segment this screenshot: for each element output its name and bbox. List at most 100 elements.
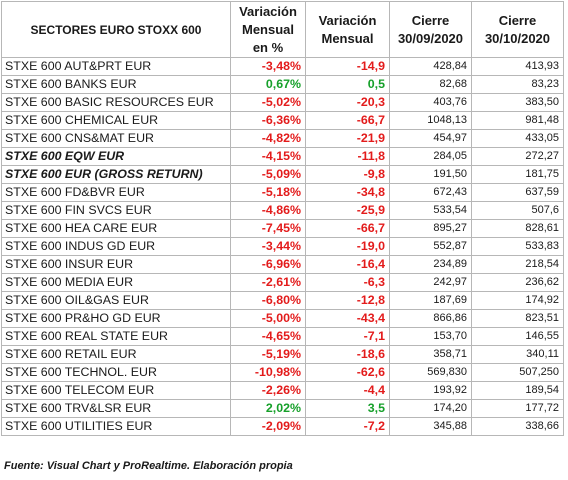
abs-change-cell: -16,4 [305, 255, 390, 274]
pct-change-cell: -3,48% [230, 57, 306, 76]
close-oct-cell: 637,59 [471, 183, 564, 202]
abs-change-cell: -12,8 [305, 291, 390, 310]
pct-change-cell: -4,82% [230, 129, 306, 148]
close-sep-cell: 153,70 [389, 327, 472, 346]
close-oct-cell: 413,93 [471, 57, 564, 76]
close-sep-cell: 345,88 [389, 417, 472, 436]
close-oct-cell: 174,92 [471, 291, 564, 310]
abs-change-cell: -66,7 [305, 111, 390, 130]
close-sep-cell: 242,97 [389, 273, 472, 292]
close-oct-cell: 272,27 [471, 147, 564, 166]
pct-change-cell: -4,15% [230, 147, 306, 166]
pct-change-cell: 0,67% [230, 75, 306, 94]
sector-table: SECTORES EURO STOXX 600 Variación Mensual… [1, 1, 564, 436]
pct-change-cell: -5,18% [230, 183, 306, 202]
abs-change-cell: -14,9 [305, 57, 390, 76]
abs-change-cell: 0,5 [305, 75, 390, 94]
header-close-oct: Cierre 30/10/2020 [471, 1, 564, 58]
sector-name-cell: STXE 600 EQW EUR [1, 147, 231, 166]
abs-change-cell: -19,0 [305, 237, 390, 256]
sector-name-cell: STXE 600 BANKS EUR [1, 75, 231, 94]
header-pct-line1: Variación [239, 3, 297, 19]
abs-change-cell: -7,2 [305, 417, 390, 436]
abs-change-cell: -6,3 [305, 273, 390, 292]
pct-change-cell: -4,65% [230, 327, 306, 346]
close-oct-cell: 828,61 [471, 219, 564, 238]
header-pct: Variación Mensual en % [230, 1, 306, 58]
close-oct-cell: 236,62 [471, 273, 564, 292]
abs-change-cell: -9,8 [305, 165, 390, 184]
sector-name-cell: STXE 600 INDUS GD EUR [1, 237, 231, 256]
close-sep-cell: 428,84 [389, 57, 472, 76]
sector-name-cell: STXE 600 AUT&PRT EUR [1, 57, 231, 76]
table-row: STXE 600 PR&HO GD EUR -5,00% -43,4 866,86 82… [1, 309, 564, 328]
table-row: STXE 600 CNS&MAT EUR -4,82% -21,9 454,97 433… [1, 129, 564, 148]
abs-change-cell: -7,1 [305, 327, 390, 346]
abs-change-cell: -21,9 [305, 129, 390, 148]
header-sector-text: SECTORES EURO STOXX 600 [30, 22, 202, 37]
close-oct-cell: 189,54 [471, 381, 564, 400]
abs-change-cell: -4,4 [305, 381, 390, 400]
table-row: STXE 600 FD&BVR EUR -5,18% -34,8 672,43 637,… [1, 183, 564, 202]
close-oct-cell: 181,75 [471, 165, 564, 184]
close-sep-cell: 174,20 [389, 399, 472, 418]
abs-change-cell: -18,6 [305, 345, 390, 364]
pct-change-cell: -4,86% [230, 201, 306, 220]
sector-name-cell: STXE 600 BASIC RESOURCES EUR [1, 93, 231, 112]
pct-change-cell: -5,09% [230, 165, 306, 184]
pct-change-cell: -7,45% [230, 219, 306, 238]
pct-change-cell: -5,02% [230, 93, 306, 112]
table-row: STXE 600 MEDIA EUR -2,61% -6,3 242,97 236,62 [1, 273, 564, 292]
sector-name-cell: STXE 600 PR&HO GD EUR [1, 309, 231, 328]
sector-name-cell: STXE 600 INSUR EUR [1, 255, 231, 274]
abs-change-cell: -34,8 [305, 183, 390, 202]
close-sep-cell: 895,27 [389, 219, 472, 238]
close-oct-cell: 177,72 [471, 399, 564, 418]
close-oct-cell: 218,54 [471, 255, 564, 274]
sector-name-cell: STXE 600 CHEMICAL EUR [1, 111, 231, 130]
close-oct-cell: 340,11 [471, 345, 564, 364]
sector-name-cell: STXE 600 OIL&GAS EUR [1, 291, 231, 310]
abs-change-cell: -62,6 [305, 363, 390, 382]
table-row: STXE 600 EUR (GROSS RETURN) -5,09% -9,8 191… [1, 165, 564, 184]
close-oct-cell: 507,6 [471, 201, 564, 220]
sector-name-cell: STXE 600 TELECOM EUR [1, 381, 231, 400]
table-row: STXE 600 HEA CARE EUR -7,45% -66,7 895,27 82… [1, 219, 564, 238]
sector-name-cell: STXE 600 FD&BVR EUR [1, 183, 231, 202]
abs-change-cell: -43,4 [305, 309, 390, 328]
close-oct-cell: 146,55 [471, 327, 564, 346]
sector-name-cell: STXE 600 MEDIA EUR [1, 273, 231, 292]
table-row: STXE 600 AUT&PRT EUR -3,48% -14,9 428,84 413… [1, 57, 564, 76]
table-row: STXE 600 TRV&LSR EUR 2,02% 3,5 174,20 177,72 [1, 399, 564, 418]
header-var-line1: Variación [318, 12, 377, 28]
pct-change-cell: -6,36% [230, 111, 306, 130]
close-oct-cell: 823,51 [471, 309, 564, 328]
close-sep-cell: 234,89 [389, 255, 472, 274]
header-row: SECTORES EURO STOXX 600 Variación Mensual… [1, 1, 564, 58]
table-row: STXE 600 INDUS GD EUR -3,44% -19,0 552,87 53… [1, 237, 564, 256]
sector-name-cell: STXE 600 UTILITIES EUR [1, 417, 231, 436]
table-row: STXE 600 BASIC RESOURCES EUR -5,02% -20,3 4… [1, 93, 564, 112]
sector-name-cell: STXE 600 TECHNOL. EUR [1, 363, 231, 382]
close-sep-cell: 454,97 [389, 129, 472, 148]
close-sep-cell: 866,86 [389, 309, 472, 328]
close-oct-cell: 338,66 [471, 417, 564, 436]
header-var: Variación Mensual [305, 1, 390, 58]
close-sep-cell: 82,68 [389, 75, 472, 94]
table-row: STXE 600 INSUR EUR -6,96% -16,4 234,89 218,5… [1, 255, 564, 274]
table-row: STXE 600 TECHNOL. EUR -10,98% -62,6 569,830… [1, 363, 564, 382]
abs-change-cell: -20,3 [305, 93, 390, 112]
sector-name-cell: STXE 600 REAL STATE EUR [1, 327, 231, 346]
table-row: STXE 600 EQW EUR -4,15% -11,8 284,05 272,27 [1, 147, 564, 166]
header-close-sep: Cierre 30/09/2020 [389, 1, 472, 58]
table-row: STXE 600 OIL&GAS EUR -6,80% -12,8 187,69 174… [1, 291, 564, 310]
close-sep-cell: 191,50 [389, 165, 472, 184]
sector-name-cell: STXE 600 HEA CARE EUR [1, 219, 231, 238]
table-body: STXE 600 AUT&PRT EUR -3,48% -14,9 428,84 413… [1, 57, 564, 436]
pct-change-cell: -2,61% [230, 273, 306, 292]
header-c2-line2: 30/10/2020 [484, 30, 551, 46]
close-sep-cell: 552,87 [389, 237, 472, 256]
source-note: Fuente: Visual Chart y ProRealtime. Elab… [4, 460, 293, 472]
sector-name-cell: STXE 600 CNS&MAT EUR [1, 129, 231, 148]
